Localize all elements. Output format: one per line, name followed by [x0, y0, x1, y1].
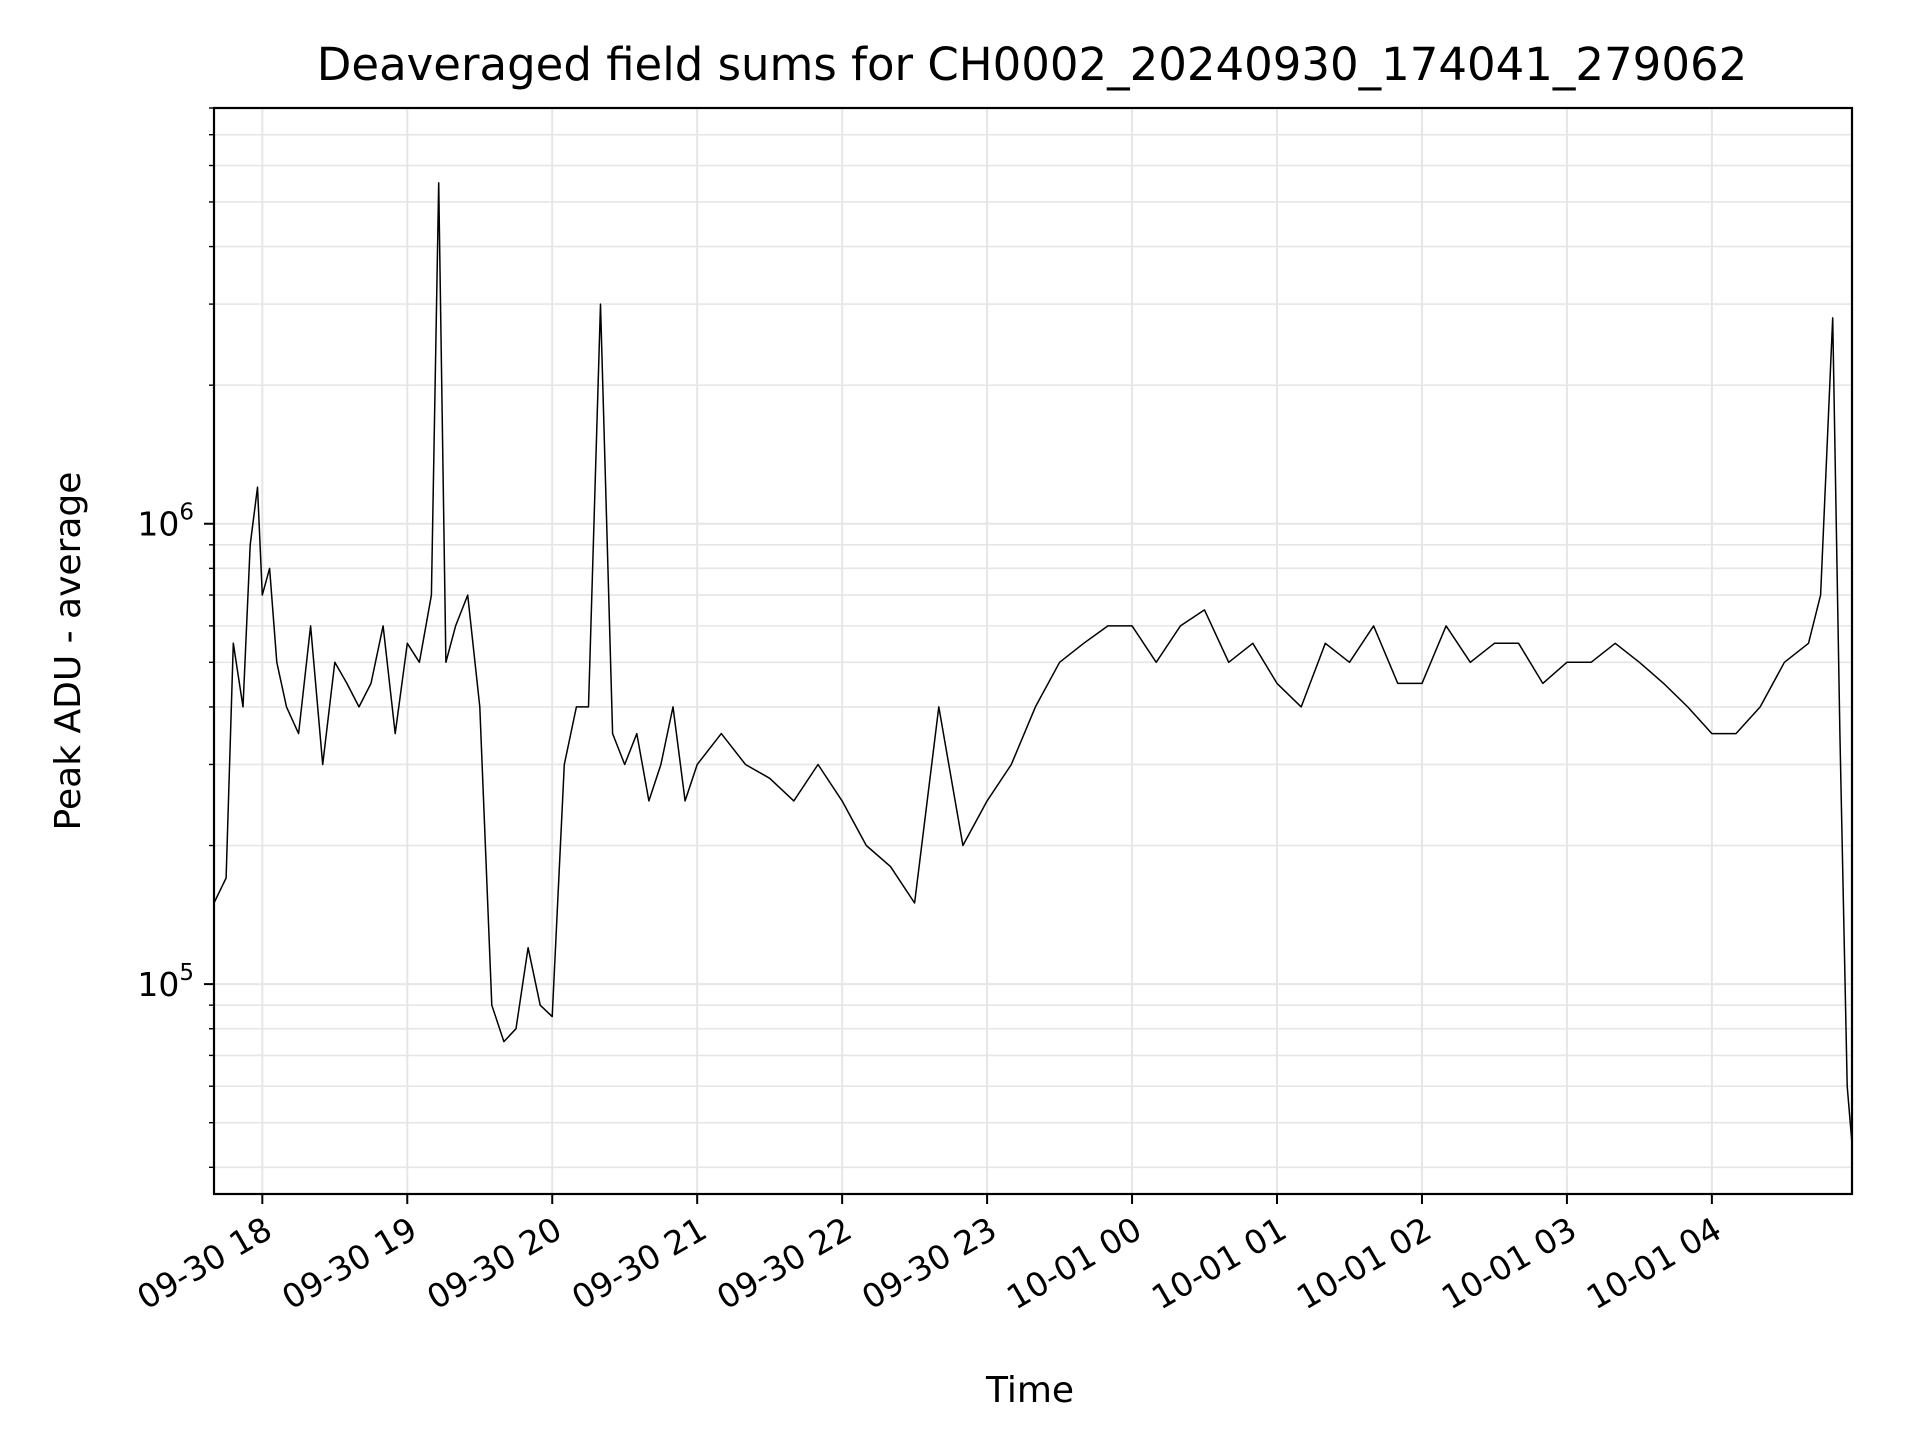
y-tick-label: 106	[137, 500, 194, 544]
plot-frame	[212, 106, 1854, 1196]
y-axis-label: Peak ADU - average	[48, 472, 89, 831]
chart-title: Deaveraged field sums for CH0002_2024093…	[317, 38, 1747, 91]
series-group	[213, 182, 1853, 1144]
y-tick-label-base: 10	[137, 505, 179, 544]
x-axis-label: Time	[985, 1370, 1074, 1411]
y-tick-label-exponent: 5	[179, 960, 194, 986]
y-tick-label-base: 10	[137, 965, 179, 1004]
series-line	[213, 182, 1853, 1144]
y-tick-label: 105	[137, 960, 194, 1004]
y-tick-label-exponent: 6	[179, 500, 194, 526]
